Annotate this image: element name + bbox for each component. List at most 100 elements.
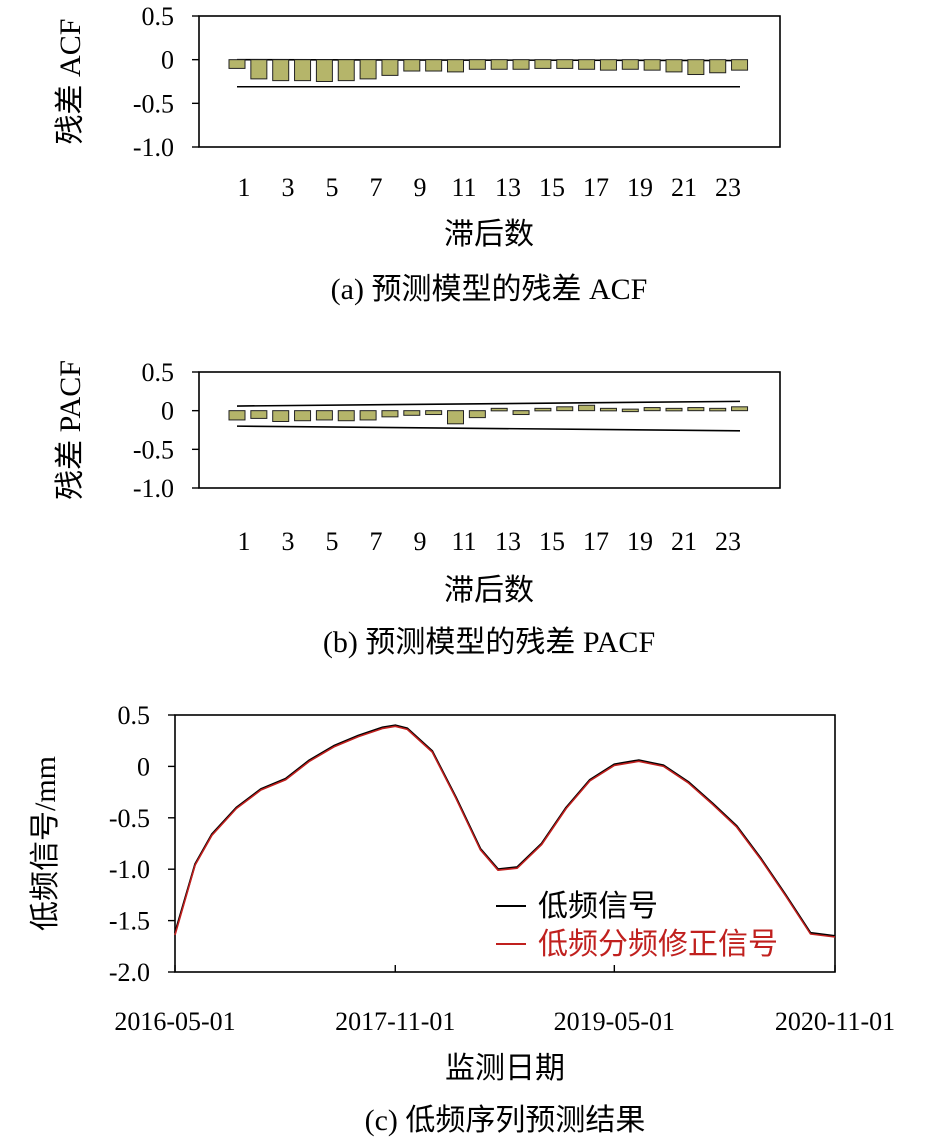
bar	[294, 59, 312, 82]
bar	[381, 59, 399, 76]
y-tick-label: 0.5	[142, 358, 175, 387]
panel-caption: (a) 预测模型的残差 ACF	[331, 273, 648, 306]
x-tick-label: 9	[414, 527, 427, 556]
bar	[359, 59, 377, 80]
y-tick-label: 0	[137, 752, 150, 781]
bar	[294, 410, 312, 422]
bar	[425, 59, 443, 72]
bar	[228, 410, 246, 421]
bar	[403, 410, 421, 416]
bar	[272, 59, 290, 82]
x-tick-label: 15	[539, 527, 565, 556]
bar	[621, 59, 639, 70]
x-tick-label: 21	[671, 173, 697, 202]
y-tick-label: 0	[161, 397, 174, 426]
bar	[687, 59, 705, 76]
bar	[315, 410, 333, 421]
panel-low-frequency-forecast: 0.5 0 -0.5 -1.0 -1.5 -2.0 2016-05-01 2017-11-01…	[29, 701, 895, 1137]
x-tick-label: 19	[627, 173, 653, 202]
y-tick-label: -1.0	[133, 474, 174, 503]
y-tick-label: 0.5	[118, 701, 151, 730]
confidence-lower-line	[236, 425, 741, 432]
bar	[381, 410, 399, 418]
bar	[534, 407, 552, 412]
bar	[578, 59, 596, 70]
bar	[468, 59, 486, 70]
x-tick-label: 1	[238, 527, 251, 556]
x-tick-label: 5	[326, 527, 339, 556]
bar	[272, 410, 290, 422]
bar	[250, 410, 268, 419]
bar	[556, 406, 574, 412]
bar	[731, 406, 749, 412]
series-line-low-frequency-signal	[174, 724, 836, 937]
bar	[447, 59, 464, 73]
bar	[403, 59, 421, 72]
series-line-corrected-signal	[174, 725, 836, 938]
x-tick-label: 2016-05-01	[114, 1007, 235, 1036]
legend-label: 低频信号	[538, 890, 658, 923]
plot-frame	[198, 15, 781, 148]
x-axis-label: 滞后数	[444, 218, 534, 251]
y-tick-label: -0.5	[133, 89, 174, 118]
x-tick-label: 21	[671, 527, 697, 556]
x-tick-label: 15	[539, 173, 565, 202]
y-axis-label: 低频信号/mm	[29, 756, 62, 931]
bar	[337, 410, 355, 422]
bar	[250, 59, 268, 80]
bar	[447, 410, 464, 425]
bar	[599, 59, 617, 71]
panel-caption: (b) 预测模型的残差 PACF	[323, 626, 655, 659]
bar	[512, 410, 530, 416]
x-tick-label: 13	[495, 527, 521, 556]
x-tick-label: 13	[495, 173, 521, 202]
bar	[599, 407, 617, 412]
y-axis-label: 残差 ACF	[54, 19, 87, 145]
bar	[731, 59, 749, 71]
bar	[643, 407, 661, 412]
x-tick-label: 11	[451, 173, 476, 202]
y-tick-label: -1.5	[109, 907, 150, 936]
x-tick-label: 2019-05-01	[554, 1007, 675, 1036]
bar	[490, 407, 508, 412]
y-tick-label: -1.0	[133, 133, 174, 162]
bar	[709, 407, 727, 412]
bar	[228, 59, 246, 69]
y-tick-label: 0	[161, 46, 174, 75]
x-tick-label: 23	[715, 527, 741, 556]
x-tick-label: 5	[326, 173, 339, 202]
x-tick-label: 11	[451, 527, 476, 556]
bar	[665, 59, 683, 73]
bar	[643, 59, 661, 71]
x-axis-label: 滞后数	[444, 574, 534, 607]
x-tick-label: 3	[282, 173, 295, 202]
bar	[578, 404, 596, 412]
bar	[337, 59, 355, 82]
x-tick-label: 7	[370, 527, 383, 556]
y-tick-label: -0.5	[133, 435, 174, 464]
bar	[621, 408, 639, 413]
y-axis-label: 残差 PACF	[54, 360, 87, 500]
x-tick-label: 7	[370, 173, 383, 202]
x-tick-label: 2020-11-01	[775, 1007, 895, 1036]
x-tick-label: 1	[238, 173, 251, 202]
plot-frame	[198, 371, 781, 489]
x-axis-label: 监测日期	[445, 1052, 565, 1085]
y-tick-label: 0.5	[142, 2, 175, 31]
bar	[709, 59, 727, 74]
x-tick-label: 3	[282, 527, 295, 556]
y-tick-label: -0.5	[109, 804, 150, 833]
bar	[315, 59, 333, 83]
x-tick-label: 2017-11-01	[335, 1007, 455, 1036]
legend-label: 低频分频修正信号	[538, 928, 778, 961]
x-tick-label: 19	[627, 527, 653, 556]
confidence-upper-line	[236, 400, 741, 407]
bar	[534, 59, 552, 69]
bar	[490, 59, 508, 70]
bar	[359, 410, 377, 421]
y-tick-label: -1.0	[109, 855, 150, 884]
